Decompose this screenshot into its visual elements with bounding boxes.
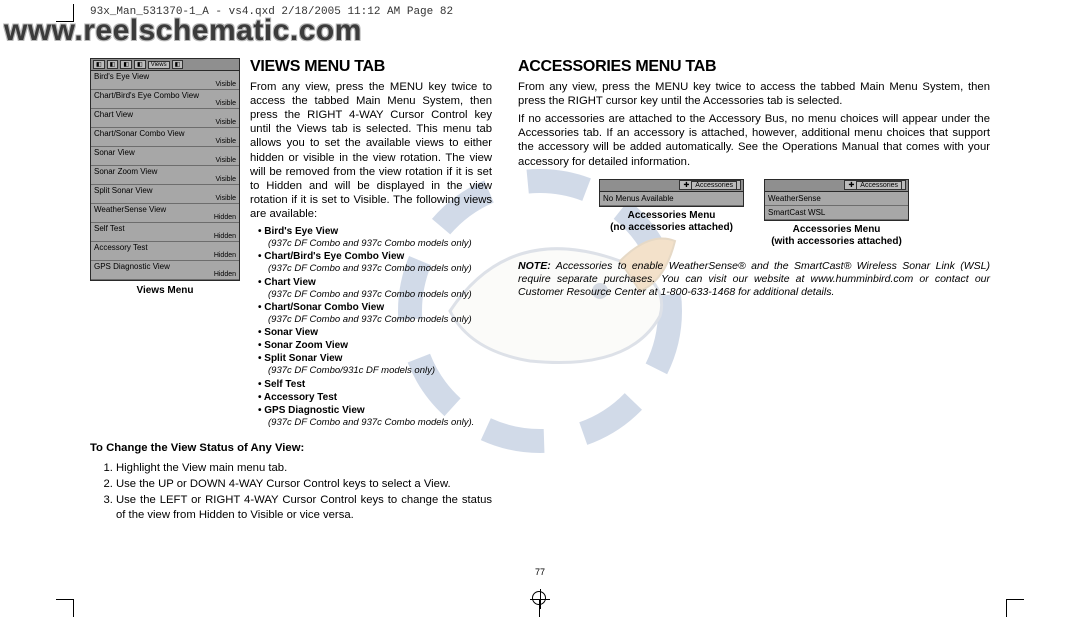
menu-row: Chart ViewVisible [91, 109, 239, 128]
bullet-item: • Sonar Zoom View [258, 339, 492, 352]
bullet-item: • Split Sonar View(937c DF Combo/931c DF… [258, 352, 492, 377]
bullet-item: • Chart/Bird's Eye Combo View(937c DF Co… [258, 250, 492, 275]
step-item: Use the LEFT or RIGHT 4-WAY Cursor Contr… [116, 493, 492, 521]
menu-row: Accessory TestHidden [91, 242, 239, 261]
left-column: ◧◧◧◧Views◧ Bird's Eye ViewVisibleChart/B… [90, 58, 492, 581]
menu-row: GPS Diagnostic ViewHidden [91, 261, 239, 280]
registration-mark [522, 581, 558, 617]
bullet-item: • GPS Diagnostic View(937c DF Combo and … [258, 404, 492, 429]
change-view-steps: Highlight the View main menu tab. Use the… [90, 461, 492, 523]
menu-row: Sonar ViewVisible [91, 147, 239, 166]
right-column: Accessories Menu Tab From any view, pres… [518, 58, 990, 581]
bullet-item: • Self Test [258, 378, 492, 391]
menu-row: Chart/Sonar Combo ViewVisible [91, 128, 239, 147]
bullet-item: • Sonar View [258, 326, 492, 339]
menu-row: Self TestHidden [91, 223, 239, 242]
accessories-title: Accessories Menu Tab [518, 58, 990, 76]
crop-mark [988, 581, 1024, 617]
step-item: Highlight the View main menu tab. [116, 461, 492, 475]
menu-row: Split Sonar ViewVisible [91, 185, 239, 204]
bullet-item: • Bird's Eye View(937c DF Combo and 937c… [258, 225, 492, 250]
page-content: ◧◧◧◧Views◧ Bird's Eye ViewVisibleChart/B… [90, 58, 990, 581]
menu-row: Sonar Zoom ViewVisible [91, 166, 239, 185]
menu-row: Bird's Eye ViewVisible [91, 71, 239, 90]
accessories-paragraph-2: If no accessories are attached to the Ac… [518, 112, 990, 168]
change-view-heading: To Change the View Status of Any View: [90, 441, 492, 455]
accessories-paragraph-1: From any view, press the MENU key twice … [518, 80, 990, 108]
crop-mark [56, 581, 92, 617]
menu-row: WeatherSense ViewHidden [91, 204, 239, 223]
step-item: Use the UP or DOWN 4-WAY Cursor Control … [116, 477, 492, 491]
menu-row: Chart/Bird's Eye Combo ViewVisible [91, 90, 239, 109]
views-title: Views Menu Tab [250, 58, 492, 76]
bullet-item: • Accessory Test [258, 391, 492, 404]
bullet-item: • Chart View(937c DF Combo and 937c Comb… [258, 276, 492, 301]
views-paragraph: From any view, press the MENU key twice … [250, 80, 492, 221]
accessories-fig-empty: ✚ Accessories No Menus Available Accesso… [599, 179, 744, 248]
crop-mark [56, 4, 92, 40]
views-menu-caption: Views Menu [136, 285, 193, 297]
bullet-item: • Chart/Sonar Combo View(937c DF Combo a… [258, 301, 492, 326]
accessories-fig-attached: ✚ Accessories WeatherSense SmartCast WSL… [764, 179, 909, 248]
accessories-note: NOTE: Accessories to enable WeatherSense… [518, 260, 990, 299]
views-menu-screenshot: ◧◧◧◧Views◧ Bird's Eye ViewVisibleChart/B… [90, 58, 240, 281]
accessories-figures: ✚ Accessories No Menus Available Accesso… [518, 179, 990, 248]
views-bullet-list: • Bird's Eye View(937c DF Combo and 937c… [250, 225, 492, 429]
